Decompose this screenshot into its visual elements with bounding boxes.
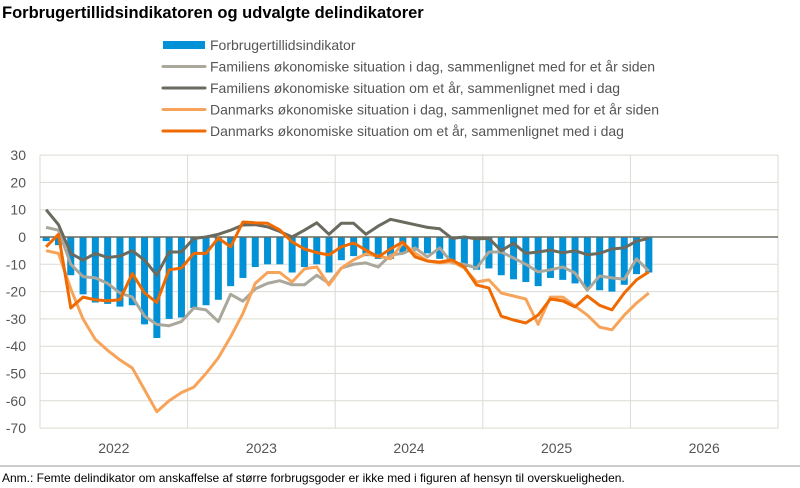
bar [620, 237, 628, 285]
y-tick-label: 30 [10, 147, 26, 163]
bar [128, 237, 136, 306]
bar [190, 237, 198, 308]
legend-label: Familiens økonomiske situation om et år,… [210, 80, 620, 96]
bar [214, 237, 222, 300]
footnote: Anm.: Femte delindikator om anskaffelse … [2, 471, 625, 485]
bar [362, 237, 370, 257]
y-tick-label: -40 [6, 338, 26, 354]
bar [141, 237, 149, 325]
bar [177, 237, 185, 318]
bar [288, 237, 296, 273]
bar [350, 237, 358, 257]
y-tick-label: -50 [6, 366, 26, 382]
bar [460, 237, 468, 268]
x-axis: 2022 2023 2024 2025 2026 [98, 440, 720, 456]
bar [497, 237, 505, 276]
bar [374, 237, 382, 259]
series-line-2 [44, 208, 650, 277]
series-line-1 [45, 225, 650, 328]
y-tick-label: -60 [6, 393, 26, 409]
bar [571, 237, 579, 284]
lines [44, 208, 650, 414]
y-tick-label: -70 [6, 420, 26, 436]
bar [42, 237, 50, 242]
legend-label: Danmarks økonomiske situation i dag, sam… [210, 102, 659, 118]
legend-swatch-bar [163, 41, 205, 49]
bar [67, 237, 75, 276]
bar [313, 237, 321, 265]
x-tick-label: 2025 [541, 440, 572, 456]
bar [473, 237, 481, 270]
bar [337, 237, 345, 261]
bar [276, 237, 284, 265]
bar [239, 237, 247, 278]
bar [165, 237, 173, 319]
bar [79, 237, 87, 295]
bars [42, 237, 653, 339]
x-tick-label: 2022 [98, 440, 129, 456]
bar [104, 237, 112, 304]
legend: Forbrugertillidsindikator Familiens økono… [161, 37, 659, 139]
bar [546, 237, 554, 278]
bar [645, 237, 653, 273]
bar [153, 237, 161, 339]
bar [116, 237, 124, 307]
bar [411, 237, 419, 251]
y-tick-label: -30 [6, 311, 26, 327]
x-tick-label: 2026 [689, 440, 720, 456]
bar [596, 237, 604, 291]
bar [608, 237, 616, 292]
y-axis: 30 20 10 0 -10 -20 -30 -40 -50 -60 -70 [6, 147, 26, 436]
bar [423, 237, 431, 254]
y-tick-label: -10 [6, 256, 26, 272]
bar [534, 237, 542, 287]
bar [522, 237, 530, 283]
bar [227, 237, 235, 287]
bar [633, 237, 641, 275]
bar [264, 237, 272, 265]
bar [559, 237, 567, 280]
legend-label: Forbrugertillidsindikator [210, 37, 356, 53]
bar [251, 237, 259, 268]
bar [202, 237, 210, 306]
y-tick-label: 10 [10, 202, 26, 218]
y-tick-label: -20 [6, 284, 26, 300]
grid [39, 154, 779, 429]
legend-label: Familiens økonomiske situation i dag, sa… [210, 59, 655, 75]
bar [448, 237, 456, 262]
y-tick-label: 20 [10, 174, 26, 190]
bar [583, 237, 591, 289]
x-tick-label: 2024 [393, 440, 424, 456]
chart-title: Forbrugertillidsindikatoren og udvalgte … [2, 4, 424, 22]
legend-label: Danmarks økonomiske situation om et år, … [210, 123, 624, 139]
series-line-4 [45, 220, 650, 325]
bar [300, 237, 308, 268]
x-tick-label: 2023 [246, 440, 277, 456]
bar [91, 237, 99, 303]
y-tick-label: 0 [18, 229, 26, 245]
